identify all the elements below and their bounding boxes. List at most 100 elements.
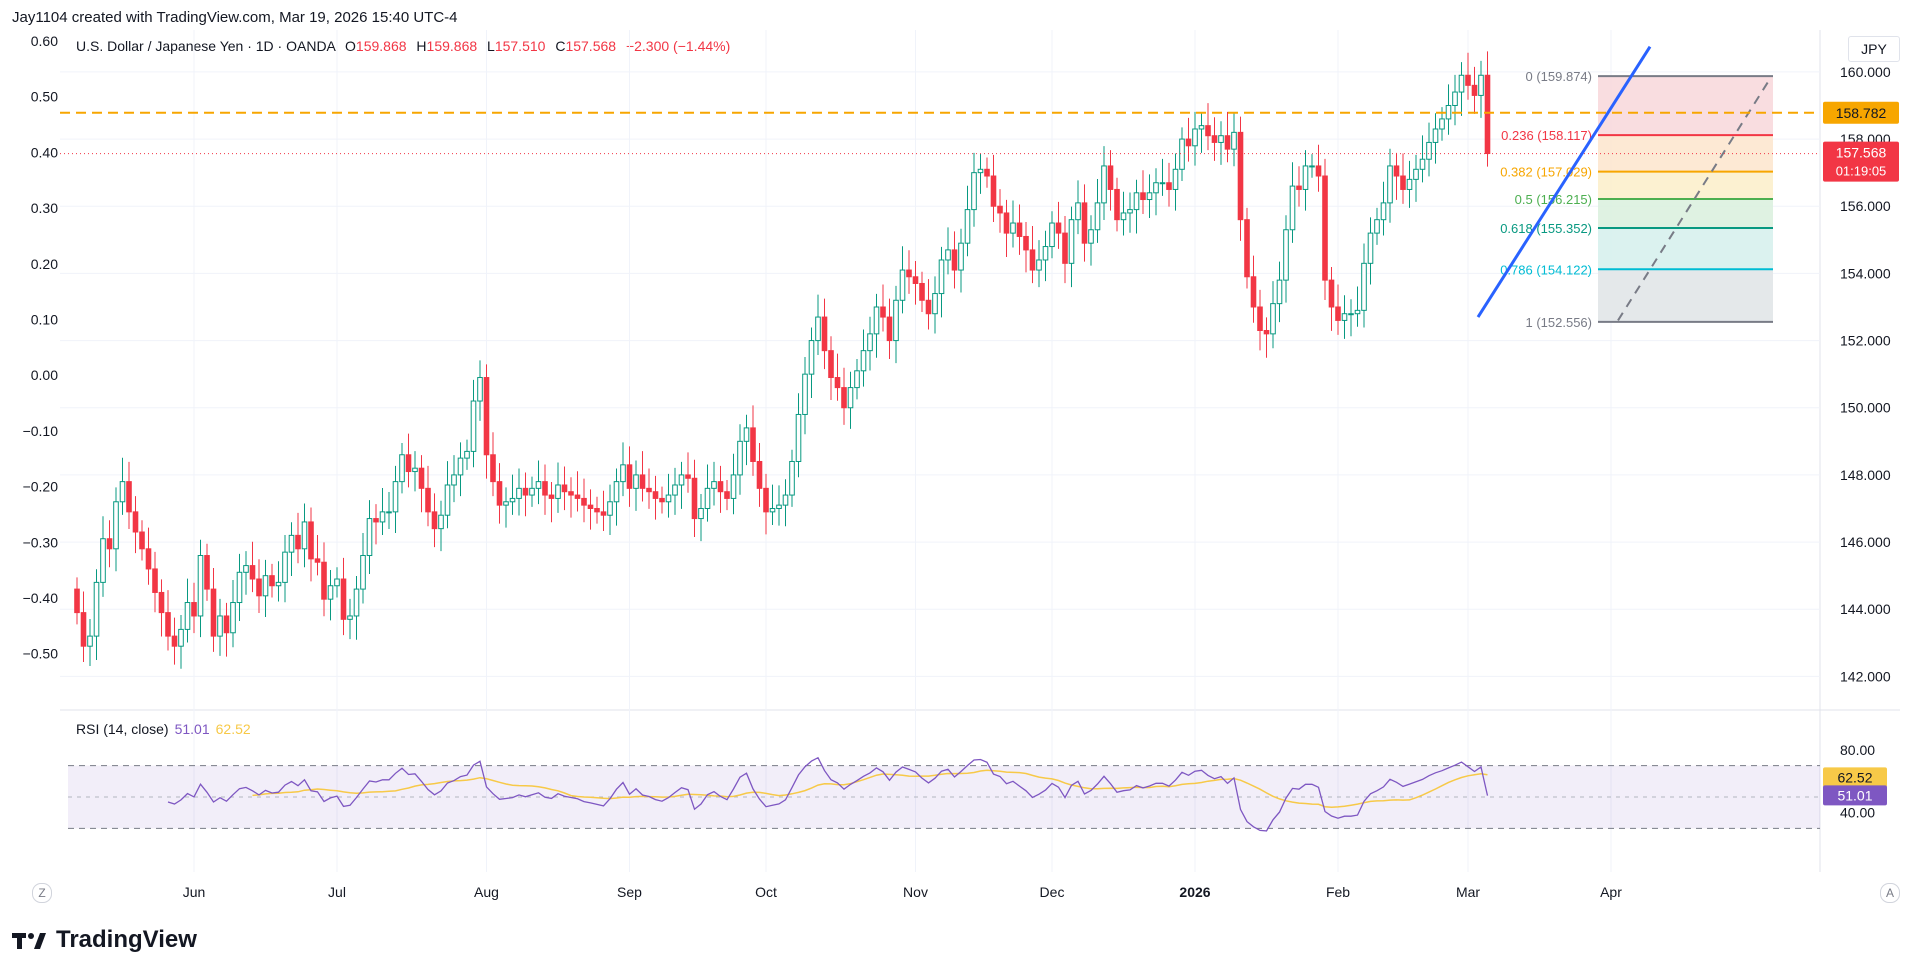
candle-body [548, 494, 555, 499]
auto-scale-button[interactable]: A [1880, 883, 1900, 903]
candle-body [1107, 165, 1114, 190]
time-tick-label: Sep [617, 884, 642, 900]
candle-body [529, 487, 535, 496]
left-tick-label: 0.30 [31, 200, 58, 216]
candle-body [1387, 165, 1393, 204]
candle-body [360, 555, 366, 590]
candle-body [1296, 185, 1302, 190]
candle-body [1218, 135, 1224, 143]
candle-body [1419, 158, 1426, 170]
time-tick-label: Nov [903, 884, 928, 900]
candle-body [990, 175, 997, 207]
candle-body [191, 602, 197, 617]
tradingview-logo[interactable]: TradingView [12, 926, 197, 954]
change-value: −2.300 (−1.44%) [625, 38, 731, 54]
rsi-tick-label: 40.00 [1840, 805, 1875, 821]
candle-body [1088, 229, 1094, 244]
candle-body [1452, 91, 1458, 106]
fib-level-label: 0 (159.874) [1526, 69, 1593, 84]
grid-lines [60, 30, 1900, 872]
candle-body [1231, 131, 1237, 150]
candle-body [834, 377, 841, 389]
candle-body [249, 565, 256, 580]
candle-body [1146, 192, 1153, 201]
candle-body [945, 249, 951, 261]
brand-name: TradingView [56, 926, 197, 953]
candle-body [477, 377, 483, 402]
rsi-ma-axis-label-bg [1823, 767, 1887, 788]
candle-body [1029, 249, 1036, 271]
candle-body [1432, 128, 1439, 143]
candle-body [815, 316, 821, 342]
left-tick-label: −0.30 [23, 534, 59, 550]
open-value: 159.868 [355, 38, 407, 54]
candle-body [620, 464, 626, 483]
candle-body [633, 474, 639, 489]
candle-body [1309, 165, 1315, 168]
open-label: O [345, 38, 356, 54]
close-label: C [555, 38, 566, 54]
symbol-title[interactable]: U.S. Dollar / Japanese Yen · 1D · OANDA [76, 38, 336, 54]
fib-level-label: 0.236 (158.117) [1501, 128, 1592, 143]
candle-body [87, 635, 93, 647]
candle-body [80, 612, 87, 647]
candle-body [1010, 222, 1016, 234]
candle-body [542, 481, 548, 496]
candlestick-series [74, 51, 1491, 669]
candle-body [503, 501, 509, 506]
candle-body [698, 507, 704, 520]
candle-body [646, 487, 652, 493]
candle-body [282, 551, 288, 583]
candle-body [802, 373, 808, 415]
candle-body [1224, 135, 1231, 150]
candle-body [334, 578, 340, 587]
symbol-legend: U.S. Dollar / Japanese Yen · 1D · OANDA … [76, 38, 730, 54]
candle-body [1094, 202, 1101, 231]
candle-body [184, 602, 191, 630]
candle-body [568, 491, 574, 496]
candle-body [1439, 118, 1445, 130]
candle-body [587, 504, 594, 509]
fib-zone [1598, 76, 1773, 136]
price-tick-label: 142.000 [1840, 668, 1891, 684]
candle-body [1003, 212, 1010, 234]
zoom-left-button[interactable]: Z [32, 883, 52, 903]
candle-body [581, 497, 587, 506]
candle-body [509, 497, 516, 503]
candle-body [925, 299, 932, 315]
rsi-axis-label: 51.01 [1837, 787, 1872, 803]
rsi-ma-value: 62.52 [215, 721, 251, 737]
time-tick-label: Oct [755, 884, 777, 900]
candle-body [685, 474, 691, 479]
candle-body [1192, 128, 1198, 147]
candle-body [275, 581, 282, 587]
candle-body [1276, 279, 1283, 305]
candle-body [1289, 185, 1296, 231]
candle-body [886, 316, 893, 342]
candle-body [964, 209, 971, 244]
candle-body [1354, 309, 1361, 315]
candle-body [1328, 279, 1335, 308]
candle-body [919, 282, 925, 301]
candle-body [854, 370, 860, 389]
candle-body [1315, 165, 1322, 177]
candle-body [1159, 182, 1166, 185]
candle-body [1068, 219, 1075, 264]
candle-body [171, 635, 178, 647]
horizontal-level-price-label: 158.782 [1836, 105, 1887, 121]
currency-button[interactable]: JPY [1848, 36, 1900, 62]
horizontal-level-price-label-bg [1823, 101, 1899, 124]
candle-body [1380, 202, 1387, 221]
candle-body [730, 474, 737, 499]
candle-body [873, 306, 880, 335]
rsi-title[interactable]: RSI (14, close) [76, 721, 169, 737]
candle-body [652, 491, 659, 499]
candle-body [997, 205, 1003, 214]
candle-body [321, 561, 327, 600]
candle-body [561, 484, 568, 493]
price-tick-label: 150.000 [1840, 400, 1891, 416]
candle-body [1406, 178, 1413, 190]
candle-body [93, 581, 100, 637]
candle-body [1426, 141, 1432, 160]
